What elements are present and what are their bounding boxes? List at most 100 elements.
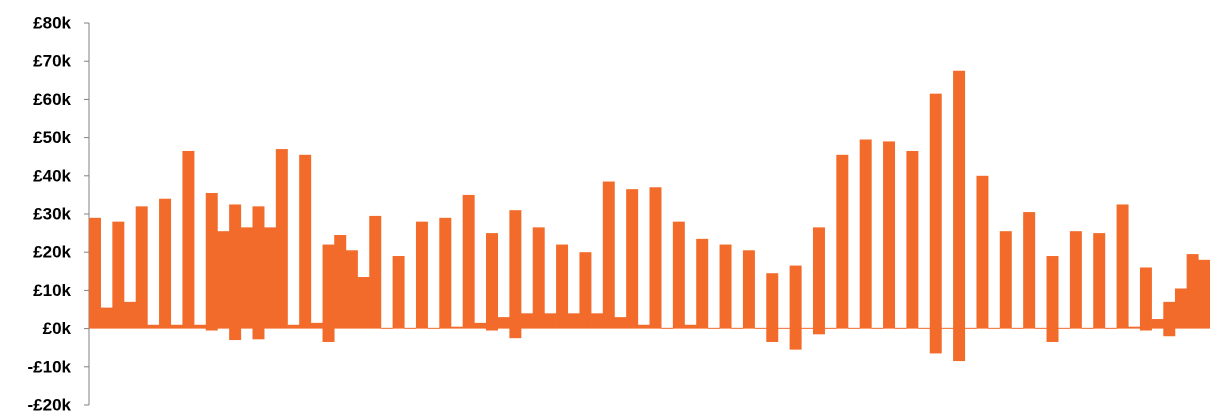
bar [159,198,172,329]
bar [556,244,569,329]
bar [240,227,253,329]
bar [287,324,300,329]
y-tick-label: £50k [33,128,71,147]
bar [789,265,802,350]
bar [334,235,347,329]
bar [392,256,405,329]
bar [462,194,475,329]
bar [894,327,907,329]
bar [906,150,919,329]
bar [310,322,323,329]
y-tick-label: £10k [33,281,71,300]
y-tick-label: £30k [33,205,71,224]
bar [999,231,1012,329]
bar [357,277,370,329]
bar [264,227,277,329]
bar [1034,327,1047,329]
bar [801,327,814,329]
bar [988,327,1001,329]
bar [742,250,755,329]
bar [941,327,954,329]
bar [848,327,860,329]
bar [1163,301,1176,337]
bar [696,238,709,329]
bar [929,93,942,354]
bar [486,233,498,331]
bar [299,154,312,329]
bar [345,250,358,329]
bar [672,221,685,329]
bar [1128,326,1141,329]
y-tick-label: £0k [43,319,72,338]
bar [205,192,218,331]
bar [731,327,744,329]
bar [427,327,440,329]
bar [1198,259,1210,329]
bar [170,324,183,329]
bar [322,244,335,342]
bar [1011,327,1024,329]
bar [532,227,545,329]
bar [415,221,428,329]
bar [1116,204,1129,329]
bar [404,327,417,329]
bar [567,313,580,329]
bar [602,181,615,329]
bar [637,324,650,329]
bar [1046,256,1059,342]
bar [147,324,160,329]
bar [591,313,604,329]
bar [1186,254,1199,329]
bar [439,217,452,329]
bar [369,215,382,329]
bar [777,327,790,329]
bar [89,217,101,329]
bar [883,141,896,329]
bar [812,227,825,335]
bar [1093,233,1106,329]
bar [1069,231,1082,329]
bar [918,327,931,329]
bar [579,252,592,329]
bar [521,313,534,329]
y-tick-label: £20k [33,243,71,262]
bar [182,150,195,329]
bar [1023,212,1036,329]
bar [135,206,148,329]
bar [766,273,779,342]
bar [112,221,125,329]
bar [754,327,767,329]
bar [252,206,265,340]
bar [450,326,463,329]
y-axis: -£20k -£10k £0k £10k £20k £30k £40k £50k £60k £70… [28,14,90,412]
bar [1104,327,1117,329]
bar [824,327,837,329]
bar [684,324,697,329]
bar [1174,288,1187,329]
bar [194,324,207,329]
bars-group [89,70,1210,362]
bar [614,317,627,329]
bar [719,244,732,329]
bar [649,187,662,329]
bar [124,301,137,329]
y-tick-label: -£20k [28,396,72,412]
bar [953,70,966,362]
bar [626,189,639,329]
bar [474,322,487,329]
bar [1081,327,1094,329]
bar [1151,319,1164,329]
bar [1058,327,1071,329]
bar [229,204,242,341]
bar [976,175,989,329]
bar [497,317,510,329]
y-tick-label: £60k [33,90,71,109]
bar [544,313,557,329]
bar [964,327,977,329]
y-tick-label: £80k [33,14,71,33]
bar [836,154,849,329]
bar [1139,267,1152,331]
y-tick-label: -£10k [28,357,72,376]
bar [871,327,884,329]
